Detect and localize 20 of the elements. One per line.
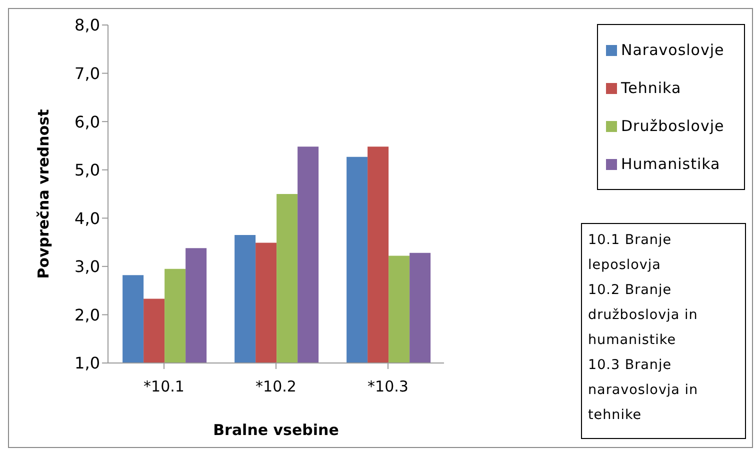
y-tick-label: 2,0 xyxy=(74,305,100,324)
x-tick-label: *10.3 xyxy=(368,378,408,396)
text: 10.1 Branje leposlovja xyxy=(588,231,673,275)
y-tick-label: 1,0 xyxy=(74,354,100,373)
text: 10.2 Branje družboslovja in humanistike xyxy=(588,281,699,350)
text: 10.3 Branje naravoslovja in tehnike xyxy=(588,356,700,425)
x-tick-label: *10.2 xyxy=(256,378,296,396)
x-axis-title: Bralne vsebine xyxy=(213,421,339,439)
y-tick-label: 7,0 xyxy=(74,64,100,83)
x-tick-label: *10.1 xyxy=(144,378,184,396)
y-axis-title: Povprečna vrednost xyxy=(34,109,52,279)
y-tick-label: 6,0 xyxy=(74,112,100,132)
legend-label: Humanistika xyxy=(621,155,720,173)
legend-label: Tehnika xyxy=(621,79,682,97)
legend-label: Naravoslovje xyxy=(621,41,724,59)
y-tick-label: 8,0 xyxy=(74,16,100,35)
y-tick-label: 4,0 xyxy=(74,208,100,228)
legend-label: Družboslovje xyxy=(621,117,724,135)
y-tick-label: 5,0 xyxy=(74,160,100,180)
y-tick-label: 3,0 xyxy=(74,257,100,276)
